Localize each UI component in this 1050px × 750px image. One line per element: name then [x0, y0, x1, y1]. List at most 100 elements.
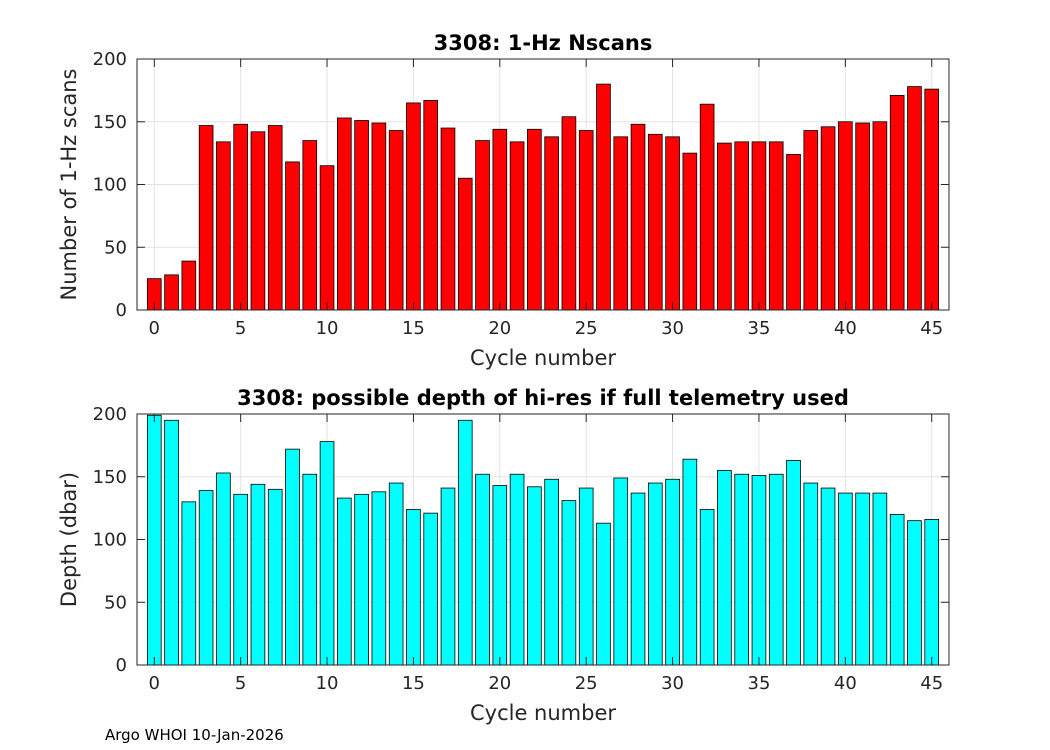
bar	[216, 141, 231, 311]
bar	[267, 125, 283, 311]
bar	[665, 136, 680, 311]
y-tick-label: 0	[116, 300, 127, 321]
bar	[440, 487, 456, 666]
bar	[181, 260, 197, 311]
bar	[406, 102, 421, 311]
x-tick-label: 0	[149, 318, 160, 339]
bar	[665, 478, 680, 666]
x-tick-label: 40	[834, 318, 857, 339]
bar	[907, 86, 922, 311]
y-tick-label: 150	[93, 467, 127, 488]
y-tick-label: 200	[93, 404, 127, 425]
bar	[285, 161, 300, 311]
bar	[423, 100, 439, 311]
bar	[751, 141, 767, 311]
bar	[613, 477, 629, 666]
x-tick-label: 10	[316, 673, 339, 694]
x-tick-label: 40	[834, 673, 857, 694]
bar	[578, 130, 594, 311]
bar	[233, 493, 248, 666]
bar	[855, 492, 870, 666]
x-tick-label: 5	[235, 318, 246, 339]
x-axis-label: Cycle number	[470, 346, 616, 370]
x-tick-label: 25	[575, 318, 598, 339]
bar	[613, 136, 629, 311]
bar	[768, 473, 784, 666]
bar	[337, 117, 352, 311]
x-tick-label: 35	[748, 673, 771, 694]
x-tick-label: 45	[920, 673, 943, 694]
bar	[717, 470, 732, 666]
bar	[492, 485, 508, 666]
chart-panel-2: 0 5 10 15 20 25 30 35 40 45 0 50 100 150 200 3308: poss…	[57, 386, 950, 725]
bar	[146, 414, 162, 666]
bar	[509, 473, 525, 666]
x-axis-label: Cycle number	[470, 701, 616, 725]
bar	[527, 128, 542, 311]
bar	[233, 123, 248, 311]
bar	[440, 127, 456, 311]
bar	[267, 488, 283, 666]
y-tick-label: 200	[93, 49, 127, 70]
bar	[699, 508, 715, 666]
bar	[216, 472, 231, 666]
bar	[492, 128, 508, 311]
bar	[889, 514, 905, 666]
y-tick-label: 100	[93, 530, 127, 551]
bar	[578, 487, 594, 666]
bar	[354, 493, 369, 666]
bar	[388, 130, 404, 311]
bar	[561, 116, 577, 311]
bar	[924, 88, 940, 311]
bar	[872, 121, 888, 311]
bar	[561, 500, 577, 666]
bar	[164, 274, 179, 311]
bar	[596, 83, 611, 311]
bar	[181, 501, 197, 666]
bar	[319, 441, 335, 666]
bar	[475, 473, 490, 666]
bar	[820, 487, 836, 666]
bar	[907, 520, 922, 666]
bar	[371, 122, 387, 311]
bar	[544, 478, 559, 666]
y-axis-label: Number of 1-Hz scans	[57, 69, 81, 301]
bar	[820, 126, 836, 311]
x-tick-label: 25	[575, 673, 598, 694]
bar	[544, 136, 559, 311]
bar	[319, 165, 335, 311]
bar	[872, 492, 888, 666]
x-tick-label: 10	[316, 318, 339, 339]
bar	[803, 130, 819, 311]
bar	[786, 460, 801, 666]
y-tick-label: 50	[104, 237, 127, 258]
bar	[164, 419, 179, 666]
chart-panel-1: 0 5 10 15 20 25 30 35 40 45 0 50 100 150 200 3308: 1-Hz…	[57, 31, 950, 370]
bar	[509, 141, 525, 311]
chart-title: 3308: possible depth of hi-res if full t…	[237, 386, 849, 410]
bar	[198, 125, 214, 311]
bar	[596, 522, 611, 666]
bar	[803, 482, 819, 666]
bar	[786, 153, 801, 311]
bar	[198, 490, 214, 666]
bar	[337, 497, 352, 666]
x-tick-label: 5	[235, 673, 246, 694]
x-tick-label: 15	[402, 673, 425, 694]
bar	[457, 177, 473, 311]
bar	[457, 419, 473, 666]
bar	[768, 141, 784, 311]
y-tick-label: 0	[116, 655, 127, 676]
y-tick-label: 150	[93, 112, 127, 133]
bar	[475, 140, 490, 311]
bar	[250, 131, 266, 311]
y-axis-label: Depth (dbar)	[57, 472, 81, 607]
bar	[682, 458, 698, 666]
bar	[630, 492, 646, 666]
bar	[302, 140, 318, 311]
x-tick-label: 30	[661, 673, 684, 694]
bar	[751, 475, 767, 666]
bar	[699, 103, 715, 311]
bar	[855, 122, 870, 311]
